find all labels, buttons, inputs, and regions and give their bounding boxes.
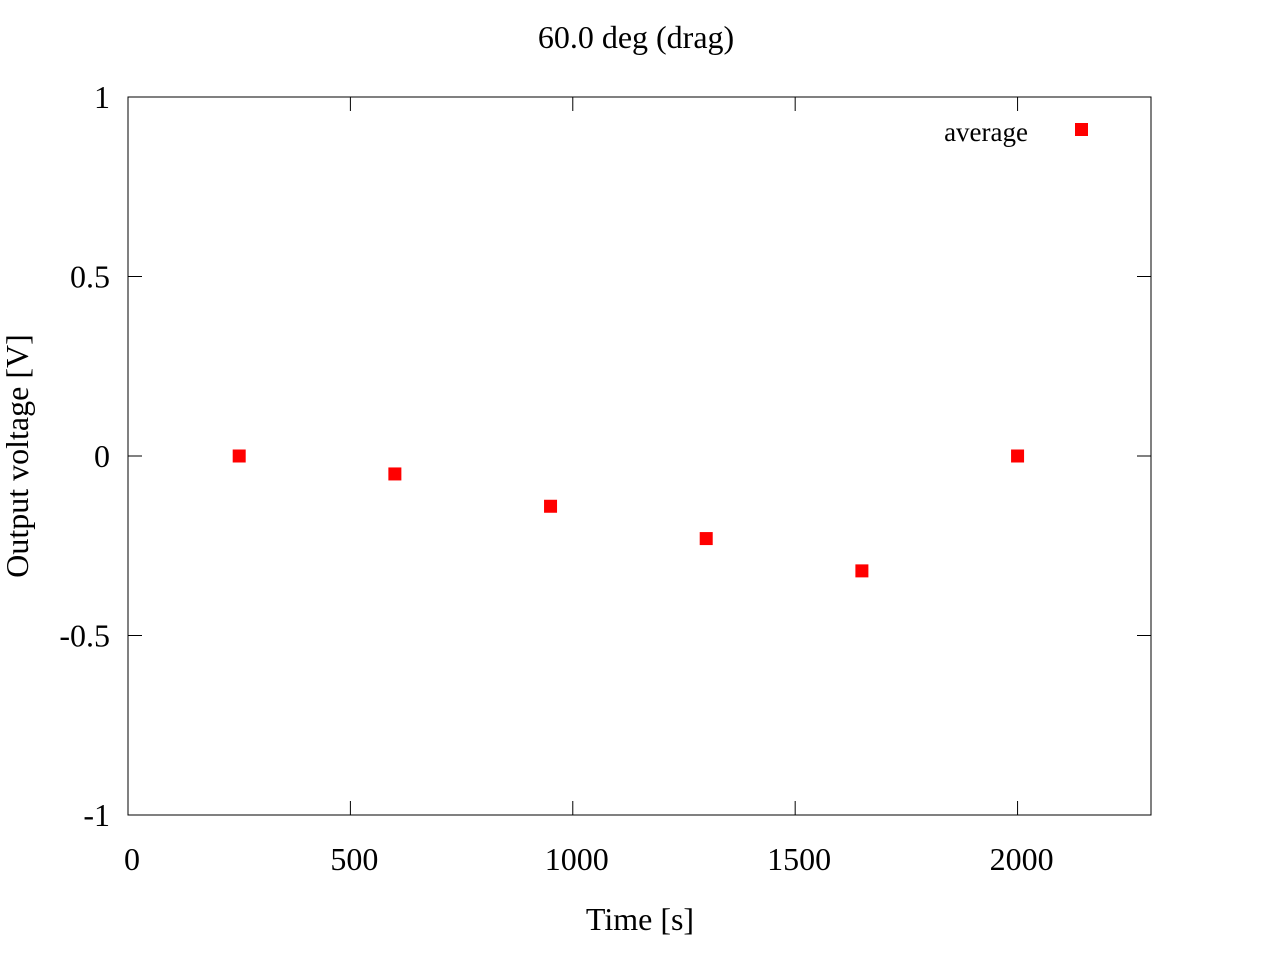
x-tick-label: 0 — [124, 841, 140, 877]
y-axis-ticks: -1 -0.5 0 0.5 1 — [59, 79, 1151, 833]
x-tick-label: 1500 — [767, 841, 831, 877]
data-point — [388, 467, 402, 481]
plot-area: 0 500 1000 1500 2000 -1 -0.5 0 0.5 1 — [59, 79, 1152, 877]
x-tick-label: 2000 — [990, 841, 1054, 877]
y-tick-label: 0.5 — [70, 259, 110, 295]
y-tick-label: 0 — [94, 438, 110, 474]
x-axis-ticks: 0 500 1000 1500 2000 — [124, 97, 1054, 877]
legend-marker-average — [1075, 123, 1088, 136]
x-tick-label: 500 — [330, 841, 378, 877]
y-tick-label: -1 — [83, 797, 110, 833]
legend-label-average: average — [944, 117, 1028, 147]
data-point — [699, 532, 713, 546]
x-axis-label: Time [s] — [586, 901, 694, 937]
data-point — [544, 499, 558, 513]
data-point — [232, 449, 246, 463]
x-tick-label: 1000 — [545, 841, 609, 877]
data-point — [855, 564, 869, 578]
y-tick-label: 1 — [94, 79, 110, 115]
legend: average — [944, 117, 1088, 147]
plot-frame — [127, 96, 1152, 816]
chart-title: 60.0 deg (drag) — [538, 19, 734, 55]
data-points — [232, 449, 1025, 578]
y-axis-label: Output voltage [V] — [0, 334, 35, 578]
y-tick-label: -0.5 — [59, 618, 110, 654]
data-point — [1011, 449, 1025, 463]
